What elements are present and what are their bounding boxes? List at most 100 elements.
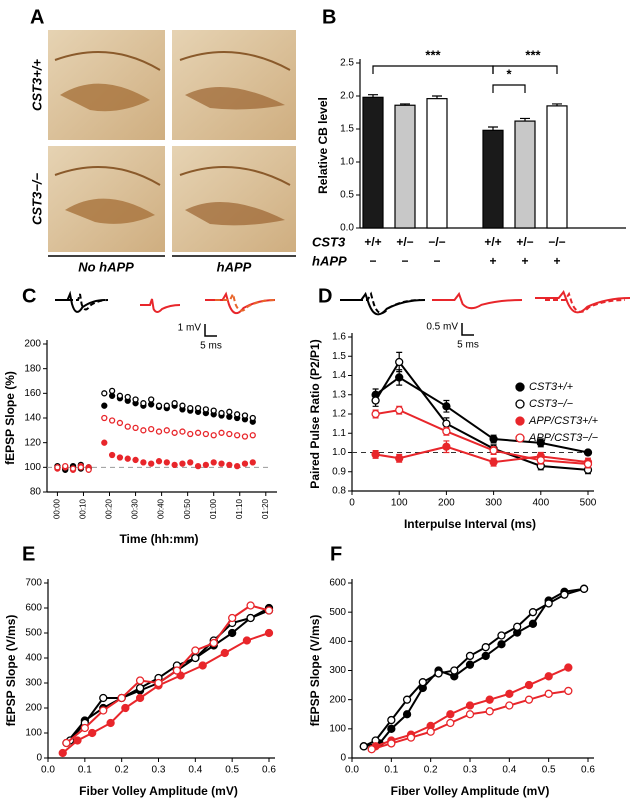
y-tick-label: 600: [25, 603, 42, 614]
data-point: [194, 429, 202, 436]
data-point: [233, 462, 241, 470]
panel-letter: D: [318, 285, 332, 307]
error-bar: [552, 103, 562, 106]
y-tick-label: 200: [25, 703, 42, 714]
y-axis-label: fEPSP Slope (V/ms): [4, 615, 18, 727]
data-point: [359, 742, 368, 751]
bar: [394, 104, 416, 229]
category-label: −: [369, 254, 376, 268]
x-tick-label: 0.5: [225, 765, 239, 776]
y-tick-label: 1.2: [332, 409, 346, 420]
data-point: [481, 643, 490, 652]
y-tick-label: 0.9: [332, 466, 346, 477]
trace: [205, 291, 276, 315]
trace: [140, 298, 181, 313]
data-point: [140, 427, 147, 434]
data-point: [442, 402, 451, 411]
data-point: [187, 430, 194, 438]
data-point: [101, 439, 108, 446]
data-point: [54, 464, 61, 471]
series-line: [374, 360, 589, 471]
data-point: [154, 678, 163, 688]
data-point: [246, 613, 255, 623]
tissue-band: [185, 87, 285, 226]
bar: [426, 98, 448, 229]
data-point: [69, 465, 77, 472]
y-tick-label: 100: [24, 462, 41, 473]
data-point: [172, 666, 182, 675]
trace: [68, 293, 109, 311]
data-point: [241, 433, 249, 440]
y-tick-label: 400: [25, 653, 42, 664]
legend-label: APP/CST3−/−: [528, 432, 599, 444]
y-tick-label: 140: [24, 413, 41, 424]
y-tick-label: 300: [25, 678, 42, 689]
data-point: [485, 707, 494, 716]
trace: [535, 289, 631, 314]
data-point: [135, 676, 145, 685]
x-tick-label: 00:00: [53, 498, 62, 519]
trace: [340, 291, 426, 316]
significance-bracket: [492, 65, 558, 74]
x-tick-label: 00:50: [183, 498, 192, 519]
scale-bar-label: 5 ms: [457, 340, 479, 351]
x-axis-label: Fiber Volley Amplitude (mV): [79, 784, 238, 798]
data-point: [406, 733, 416, 742]
data-point: [210, 407, 217, 414]
category-label: +: [489, 254, 496, 268]
data-point: [505, 701, 514, 710]
row-label: hAPP: [312, 253, 347, 268]
category-label: +/−: [396, 235, 413, 249]
y-tick-label: 600: [329, 578, 346, 589]
data-point: [418, 678, 427, 687]
data-point: [446, 710, 455, 719]
y-tick-label: 400: [329, 636, 346, 647]
data-point: [220, 648, 229, 658]
data-point: [524, 695, 534, 704]
x-tick-label: 0.3: [152, 765, 166, 776]
data-point: [163, 427, 170, 434]
data-point: [387, 724, 396, 733]
row-label: CST3−/−: [29, 173, 44, 225]
panel-letter: E: [22, 543, 35, 565]
data-point: [465, 660, 475, 669]
x-tick-label: 200: [438, 498, 455, 509]
data-point: [367, 745, 376, 754]
data-point: [371, 450, 380, 459]
data-point: [80, 723, 89, 733]
y-tick-label: 80: [30, 487, 42, 498]
significance-bracket: [492, 84, 526, 93]
data-point: [497, 640, 506, 649]
panel-letter: B: [322, 6, 336, 28]
data-point: [171, 461, 178, 469]
data-point: [489, 434, 498, 444]
bar: [362, 96, 384, 229]
y-tick-label: 100: [25, 728, 42, 739]
data-point: [442, 427, 451, 436]
column-label: hAPP: [217, 259, 252, 274]
y-tick-label: 1.4: [332, 370, 346, 381]
legend-label: CST3−/−: [529, 398, 574, 410]
category-label: +/+: [364, 235, 381, 249]
y-tick-label: 500: [329, 607, 346, 618]
data-point: [187, 459, 194, 466]
data-point: [210, 459, 217, 466]
x-tick-label: 300: [485, 498, 502, 509]
data-point: [583, 459, 593, 469]
data-point: [481, 651, 490, 661]
tissue-band: [60, 83, 155, 224]
x-tick-label: 400: [532, 498, 549, 509]
data-point: [117, 693, 126, 703]
data-point: [77, 464, 85, 471]
data-point: [442, 419, 451, 428]
legend-marker: [515, 433, 525, 443]
y-tick-label: 0.8: [332, 486, 346, 497]
x-tick-label: 0.0: [41, 765, 55, 776]
scale-bar-label: 0.5 mV: [426, 322, 458, 333]
category-label: +/+: [484, 235, 501, 249]
data-point: [121, 703, 130, 713]
category-label: −/−: [428, 235, 445, 249]
data-point: [226, 461, 233, 469]
trace: [350, 291, 421, 315]
